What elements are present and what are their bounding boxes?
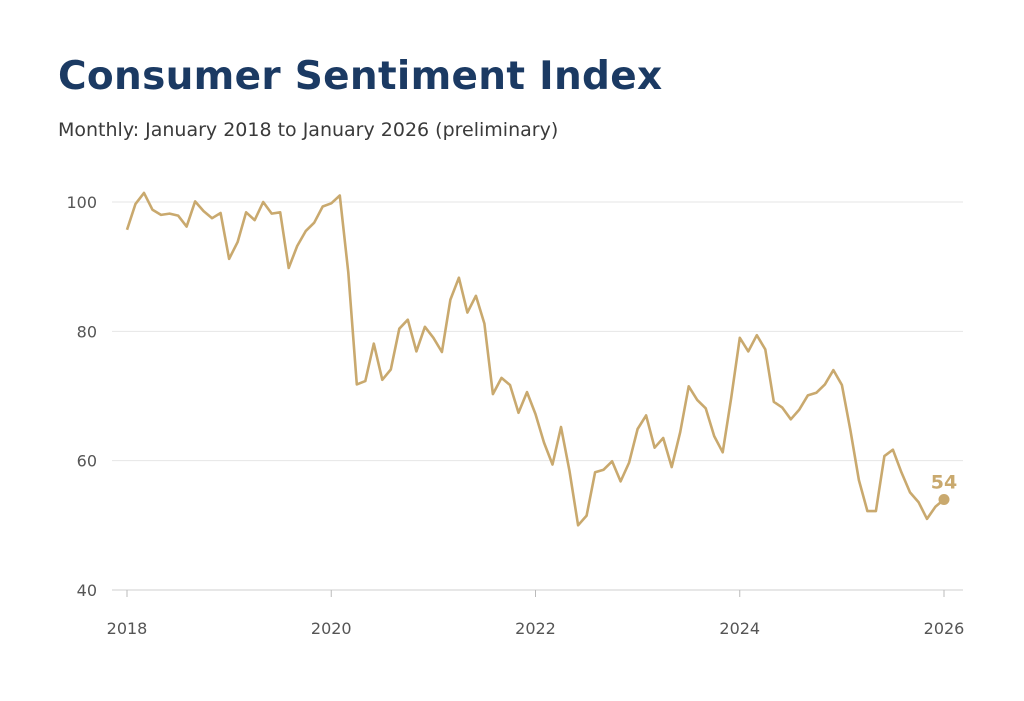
chart-title: Consumer Sentiment Index [58,54,663,99]
x-tick-label: 2024 [719,619,760,638]
end-point-label: 54 [931,471,957,493]
y-tick-label: 100 [66,193,97,212]
x-tick-label: 2018 [107,619,148,638]
y-tick-label: 40 [77,581,97,600]
y-tick-label: 60 [77,452,97,471]
series-line [125,191,945,527]
x-tick-label: 2026 [924,619,965,638]
chart-subtitle: Monthly: January 2018 to January 2026 (p… [58,119,559,141]
x-tick-label: 2022 [515,619,556,638]
y-tick-label: 80 [77,322,97,341]
end-point-marker [938,493,950,505]
x-tick-label: 2020 [311,619,352,638]
